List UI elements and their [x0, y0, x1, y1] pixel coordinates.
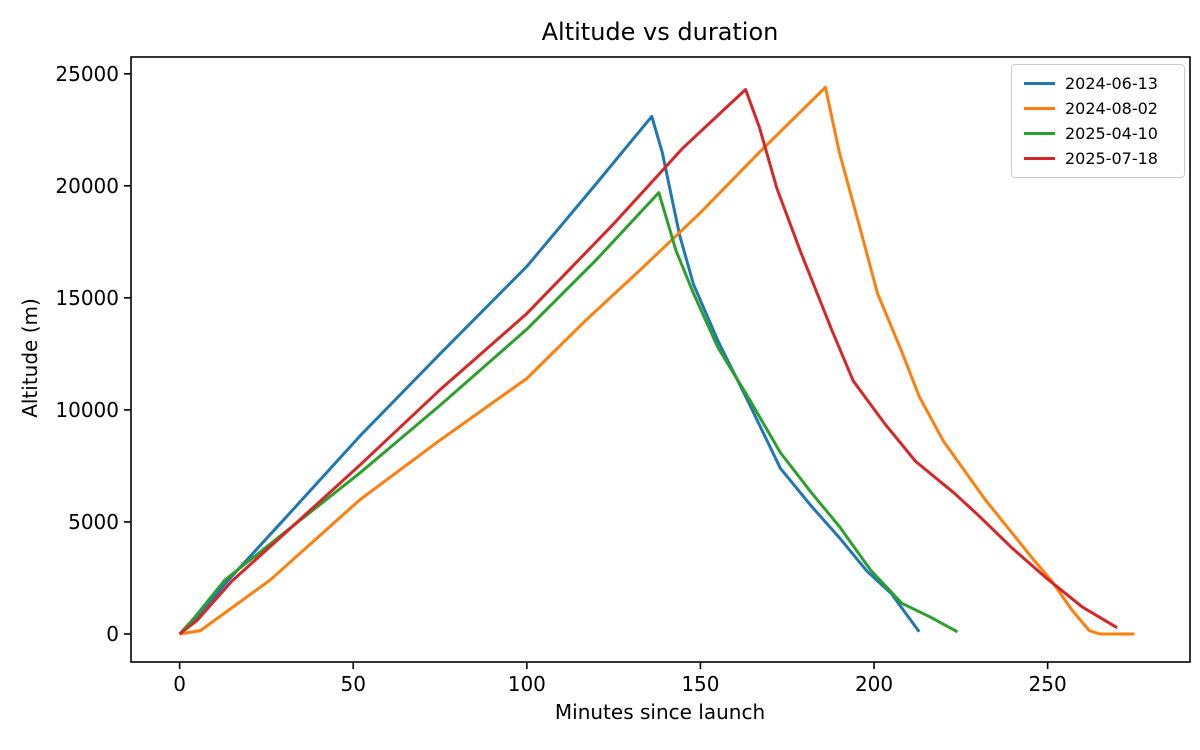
x-axis-label: Minutes since launch	[554, 700, 766, 724]
y-tick-label: 25000	[55, 62, 119, 86]
legend-item: 2025-04-10	[1024, 121, 1172, 146]
legend-label: 2024-08-02	[1065, 99, 1158, 118]
series-line-2025-07-18	[178, 88, 1118, 636]
legend-line-sample	[1024, 82, 1055, 85]
plot-frame	[130, 56, 1191, 663]
legend-label: 2024-06-13	[1065, 74, 1158, 93]
y-tick-label: 10000	[55, 398, 119, 422]
legend-item: 2025-07-18	[1024, 146, 1172, 171]
x-tick-label: 250	[1029, 672, 1067, 696]
series-line-2024-08-02	[179, 85, 1135, 636]
x-tick-label: 150	[681, 672, 719, 696]
legend-line-sample	[1024, 132, 1055, 135]
y-tick-label: 20000	[55, 174, 119, 198]
legend-line-sample	[1024, 107, 1055, 110]
legend-label: 2025-04-10	[1065, 124, 1158, 143]
y-tick-label: 0	[106, 622, 119, 646]
y-tick-label: 15000	[55, 286, 119, 310]
series-line-2025-04-10	[178, 191, 959, 636]
legend: 2024-06-13 2024-08-02 2025-04-10 2025-07-18	[1011, 64, 1185, 178]
legend-label: 2025-07-18	[1065, 149, 1158, 168]
chart-title: Altitude vs duration	[541, 18, 779, 46]
x-tick-label: 50	[340, 672, 365, 696]
legend-line-sample	[1024, 157, 1055, 160]
legend-item: 2024-06-13	[1024, 71, 1172, 96]
y-axis-label: Altitude (m)	[18, 298, 42, 418]
y-tick-label: 5000	[68, 510, 119, 534]
x-tick-label: 0	[173, 672, 186, 696]
x-tick-label: 200	[855, 672, 893, 696]
legend-item: 2024-08-02	[1024, 96, 1172, 121]
x-tick-label: 100	[508, 672, 546, 696]
series-line-2024-06-13	[178, 114, 921, 636]
